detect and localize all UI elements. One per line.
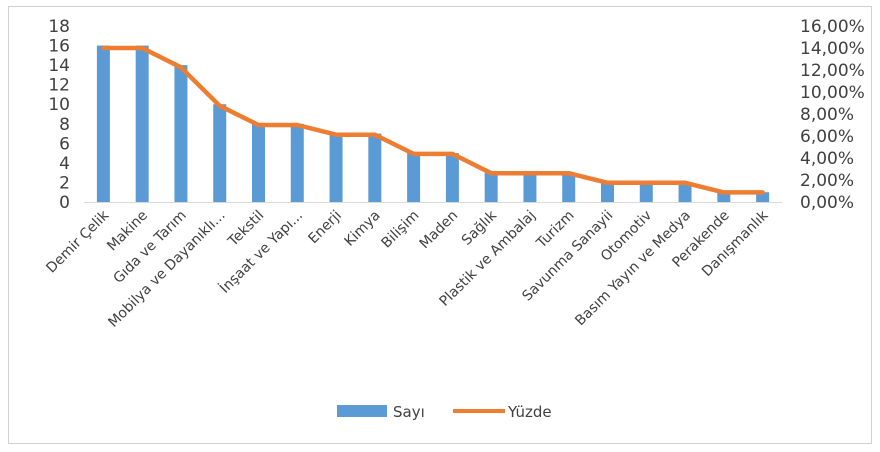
- bar: [329, 133, 343, 202]
- category-label: Maden: [417, 208, 462, 253]
- bar: [601, 182, 614, 202]
- bar: [523, 172, 537, 202]
- y-left-tick-label: 12: [48, 76, 70, 96]
- y-right-tick-label: 8,00%: [800, 105, 854, 125]
- legend-swatch-sayi: [337, 405, 387, 417]
- legend-label-yuzde: Yüzde: [507, 403, 552, 421]
- y-left-tick-label: 16: [48, 37, 70, 57]
- bar: [445, 153, 459, 202]
- bar: [368, 133, 382, 202]
- category-label: Enerji: [305, 208, 345, 248]
- y-left-tick-label: 14: [48, 56, 70, 76]
- bar: [290, 123, 304, 202]
- bar: [717, 192, 731, 202]
- bar: [639, 182, 653, 202]
- line-series-yuzde: [101, 45, 765, 195]
- bar: [756, 192, 770, 202]
- bar: [213, 104, 227, 202]
- chart-frame: [8, 6, 872, 444]
- y-left-tick-label: 10: [48, 95, 70, 115]
- y-right-tick-label: 10,00%: [800, 83, 865, 103]
- bar: [678, 182, 692, 202]
- bar: [562, 172, 576, 202]
- y-left-tick-label: 18: [48, 17, 70, 37]
- y-right-tick-label: 0,00%: [800, 193, 854, 213]
- y-right-tick-label: 4,00%: [800, 149, 854, 169]
- y-right-tick-label: 2,00%: [800, 171, 854, 191]
- y-right-tick-label: 6,00%: [800, 127, 854, 147]
- bar: [484, 172, 498, 202]
- y-left-tick-label: 6: [59, 134, 70, 154]
- y-right-tick-label: 16,00%: [800, 17, 865, 37]
- category-label: Demir Çelik: [43, 207, 113, 277]
- y-right-tick-label: 14,00%: [800, 39, 865, 59]
- y-left-tick-label: 8: [59, 115, 70, 135]
- bar: [252, 123, 265, 202]
- y-right-tick-label: 12,00%: [800, 61, 865, 81]
- y-left-tick-label: 2: [59, 173, 70, 193]
- y-left-tick-label: 4: [59, 154, 70, 174]
- bar: [96, 45, 110, 202]
- bar: [407, 153, 421, 202]
- bar: [174, 65, 188, 202]
- legend-label-sayi: Sayı: [393, 403, 425, 421]
- bar: [135, 45, 149, 202]
- category-label: Bilişim: [379, 208, 423, 252]
- category-label: Kimya: [342, 208, 384, 250]
- y-left-tick-label: 0: [59, 193, 70, 213]
